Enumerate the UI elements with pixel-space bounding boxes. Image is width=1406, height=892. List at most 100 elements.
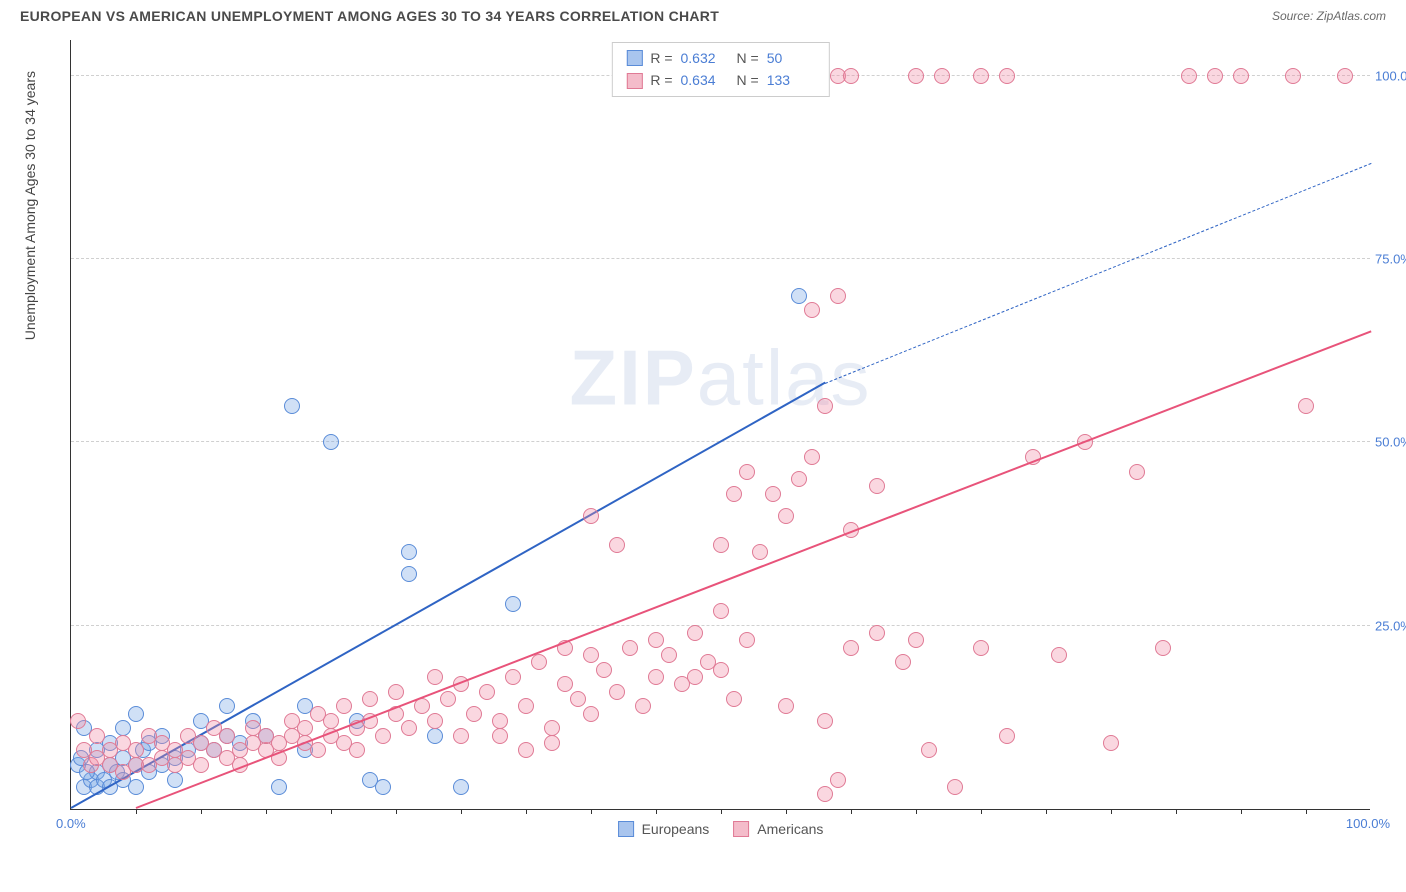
point-american bbox=[583, 706, 599, 722]
point-european bbox=[427, 728, 443, 744]
point-american bbox=[492, 713, 508, 729]
x-minor-tick bbox=[591, 809, 592, 814]
point-american bbox=[804, 302, 820, 318]
point-european bbox=[115, 720, 131, 736]
point-american bbox=[713, 662, 729, 678]
x-minor-tick bbox=[136, 809, 137, 814]
swatch-europeans-icon bbox=[618, 821, 634, 837]
point-american bbox=[830, 288, 846, 304]
chart-title: EUROPEAN VS AMERICAN UNEMPLOYMENT AMONG … bbox=[20, 8, 719, 24]
point-american bbox=[349, 742, 365, 758]
swatch-europeans bbox=[626, 50, 642, 66]
point-american bbox=[817, 713, 833, 729]
source-label: Source: ZipAtlas.com bbox=[1272, 9, 1386, 23]
point-american bbox=[713, 603, 729, 619]
point-american bbox=[1207, 68, 1223, 84]
legend-stats: R = 0.632 N = 50 R = 0.634 N = 133 bbox=[611, 42, 829, 97]
swatch-americans bbox=[626, 73, 642, 89]
trend-line bbox=[136, 330, 1372, 809]
x-minor-tick bbox=[461, 809, 462, 814]
point-american bbox=[492, 728, 508, 744]
point-american bbox=[635, 698, 651, 714]
x-minor-tick bbox=[201, 809, 202, 814]
x-minor-tick bbox=[656, 809, 657, 814]
point-american bbox=[518, 742, 534, 758]
point-american bbox=[778, 698, 794, 714]
point-american bbox=[921, 742, 937, 758]
scatter-plot: ZIPatlas R = 0.632 N = 50 R = 0.634 N = … bbox=[70, 40, 1370, 810]
x-minor-tick bbox=[1111, 809, 1112, 814]
point-european bbox=[505, 596, 521, 612]
point-american bbox=[726, 486, 742, 502]
legend-label-europeans: Europeans bbox=[642, 821, 710, 837]
point-american bbox=[128, 742, 144, 758]
point-american bbox=[999, 68, 1015, 84]
x-minor-tick bbox=[526, 809, 527, 814]
point-american bbox=[908, 632, 924, 648]
x-minor-tick bbox=[916, 809, 917, 814]
point-american bbox=[1298, 398, 1314, 414]
point-american bbox=[687, 625, 703, 641]
n-value-americans: 133 bbox=[767, 69, 815, 91]
point-american bbox=[1129, 464, 1145, 480]
point-american bbox=[804, 449, 820, 465]
legend-item-europeans: Europeans bbox=[618, 821, 710, 837]
y-tick-label: 50.0% bbox=[1375, 435, 1406, 450]
point-american bbox=[427, 669, 443, 685]
point-american bbox=[219, 728, 235, 744]
point-american bbox=[440, 691, 456, 707]
n-value-europeans: 50 bbox=[767, 47, 815, 69]
x-minor-tick bbox=[1241, 809, 1242, 814]
point-european bbox=[219, 698, 235, 714]
point-american bbox=[999, 728, 1015, 744]
point-american bbox=[752, 544, 768, 560]
point-american bbox=[908, 68, 924, 84]
point-american bbox=[934, 68, 950, 84]
trend-line-extrapolated bbox=[825, 163, 1371, 384]
point-american bbox=[505, 669, 521, 685]
point-european bbox=[791, 288, 807, 304]
point-american bbox=[375, 728, 391, 744]
point-american bbox=[1051, 647, 1067, 663]
point-american bbox=[739, 632, 755, 648]
point-american bbox=[778, 508, 794, 524]
x-tick-100: 100.0% bbox=[1346, 816, 1390, 831]
point-american bbox=[648, 632, 664, 648]
x-tick-0: 0.0% bbox=[56, 816, 86, 831]
point-american bbox=[830, 772, 846, 788]
point-american bbox=[843, 640, 859, 656]
point-american bbox=[622, 640, 638, 656]
point-american bbox=[362, 691, 378, 707]
point-american bbox=[609, 684, 625, 700]
point-american bbox=[544, 735, 560, 751]
x-minor-tick bbox=[266, 809, 267, 814]
point-european bbox=[401, 566, 417, 582]
point-american bbox=[765, 486, 781, 502]
point-american bbox=[89, 728, 105, 744]
x-minor-tick bbox=[981, 809, 982, 814]
point-american bbox=[336, 698, 352, 714]
legend-row-europeans: R = 0.632 N = 50 bbox=[626, 47, 814, 69]
gridline bbox=[71, 625, 1370, 626]
x-minor-tick bbox=[1176, 809, 1177, 814]
legend-label-americans: Americans bbox=[757, 821, 823, 837]
trend-line bbox=[71, 382, 826, 809]
point-american bbox=[70, 713, 86, 729]
point-american bbox=[1155, 640, 1171, 656]
r-value-europeans: 0.632 bbox=[681, 47, 729, 69]
point-american bbox=[557, 676, 573, 692]
point-european bbox=[375, 779, 391, 795]
point-american bbox=[726, 691, 742, 707]
x-minor-tick bbox=[786, 809, 787, 814]
chart-area: Unemployment Among Ages 30 to 34 years Z… bbox=[50, 40, 1390, 840]
point-american bbox=[323, 713, 339, 729]
point-american bbox=[596, 662, 612, 678]
point-american bbox=[193, 757, 209, 773]
point-american bbox=[843, 68, 859, 84]
point-american bbox=[947, 779, 963, 795]
legend-bottom: Europeans Americans bbox=[618, 821, 824, 837]
r-value-americans: 0.634 bbox=[681, 69, 729, 91]
point-european bbox=[401, 544, 417, 560]
x-minor-tick bbox=[851, 809, 852, 814]
point-american bbox=[518, 698, 534, 714]
